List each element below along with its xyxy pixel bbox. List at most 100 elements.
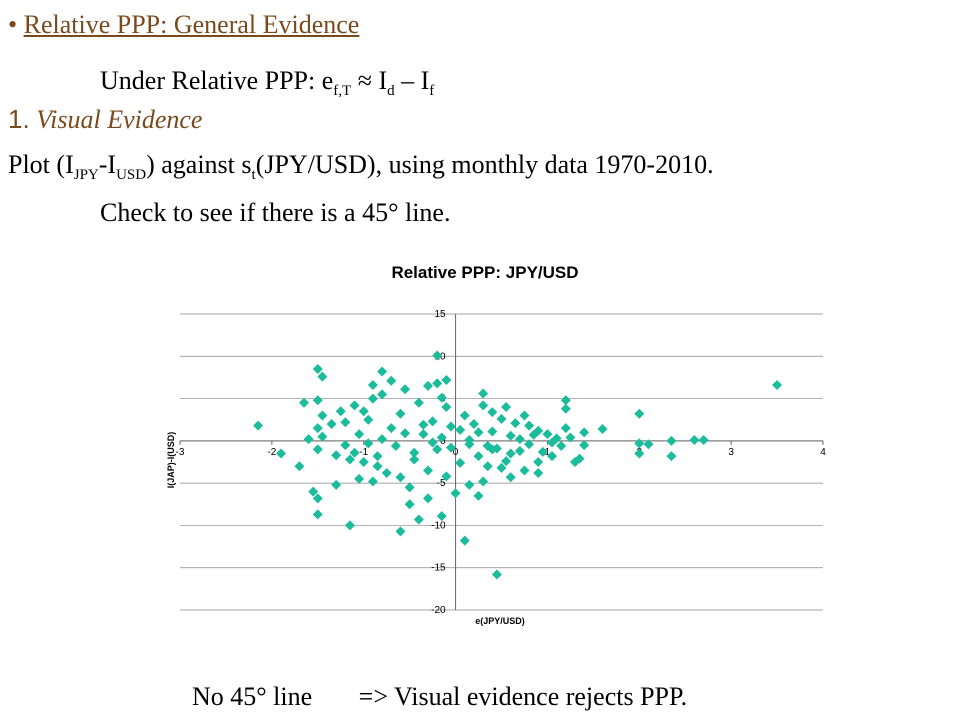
data-point [294,461,305,472]
data-point [482,461,493,472]
formula-approx: ≈ I [351,66,388,95]
plot-text-a: Plot (I [8,150,74,179]
data-point [496,413,507,424]
data-point [455,457,466,468]
data-point [579,440,590,451]
plot-instruction: Plot (IJPY-IUSD) against st(JPY/USD), us… [8,150,714,183]
data-point [427,416,438,427]
data-point [560,423,571,434]
section-text: Visual Evidence [36,105,203,134]
scatter-points [253,350,783,580]
y-tick-label: -10 [431,520,446,531]
data-point [643,439,654,450]
data-point [344,520,355,531]
plot-text-c: ) against s [146,150,252,179]
plot-sub-jpy: JPY [73,167,99,183]
data-point [317,431,328,442]
data-point [253,420,264,431]
plot-text-b: -I [98,150,117,179]
data-point [404,499,415,510]
data-point [533,457,544,467]
data-point [312,493,323,504]
data-point [317,371,328,382]
section-title: 1. Visual Evidence [8,104,202,135]
data-point [772,380,783,391]
y-tick-label: -20 [431,605,446,616]
data-point [459,535,470,546]
formula-sub-ft: f,T [333,83,352,99]
data-point [432,350,443,361]
data-point [514,434,525,445]
y-tick-label: 15 [434,309,446,320]
data-point [501,402,512,413]
data-point [372,461,383,472]
data-point [487,444,498,455]
data-point [519,465,530,476]
data-point [354,473,365,484]
data-point [400,384,411,395]
data-point [666,451,677,462]
plot-sub-t: t [251,167,256,183]
data-point [537,446,548,457]
x-tick-label: 4 [820,447,826,458]
heading-link[interactable]: Relative PPP: General Evidence [23,10,360,39]
data-point [344,454,355,465]
data-point [423,493,434,504]
x-tick-label: -1 [359,447,368,458]
data-point [560,403,571,414]
data-point [478,400,489,411]
data-point [560,395,571,406]
heading-line: • Relative PPP: General Evidence [8,10,359,40]
data-point [363,438,374,449]
data-point [666,435,677,446]
data-point [358,457,369,467]
data-point [358,406,369,417]
data-point [487,426,498,437]
check-instruction: Check to see if there is a 45° line. [100,198,450,228]
data-point [312,423,323,434]
y-tick-label: 0 [440,436,446,447]
y-tick-label: -15 [431,563,446,574]
data-point [377,389,388,400]
data-point [308,486,319,497]
data-point [386,375,397,386]
data-point [377,366,388,377]
data-point [505,430,516,441]
data-point [501,456,512,467]
data-point [441,402,452,413]
data-point [349,400,360,411]
data-point [445,421,456,432]
data-point [390,440,401,451]
formula-sub-f: f [429,83,435,99]
data-point [505,472,516,483]
section-number: 1. [8,104,30,134]
data-point [547,451,558,462]
data-point [413,514,424,525]
bullet: • [8,10,18,39]
scatter-chart: Relative PPP: JPY/USD 151050-5-10-15-20 … [166,263,826,626]
data-point [542,429,553,440]
data-point [367,380,378,391]
data-point [432,444,443,455]
conclusion: No 45° line => Visual evidence rejects P… [192,682,687,712]
data-point [468,418,479,429]
data-point [556,440,567,451]
y-axis-title: I(JAP)-I(USD) [166,432,176,489]
chart-title: Relative PPP: JPY/USD [391,263,578,282]
data-point [505,448,516,459]
formula-minus: – I [394,66,430,95]
data-point [491,443,502,454]
data-point [331,479,342,490]
x-tick-label: 1 [545,447,551,458]
formula-sub-d: d [387,83,395,99]
data-point [326,418,337,429]
data-point [317,410,328,421]
data-point [436,392,447,403]
plot-sub-usd: USD [116,167,147,183]
data-point [299,397,310,408]
data-point [340,417,351,428]
data-point [340,440,351,451]
data-point [363,414,374,425]
data-point [432,378,443,389]
data-point [565,432,576,443]
